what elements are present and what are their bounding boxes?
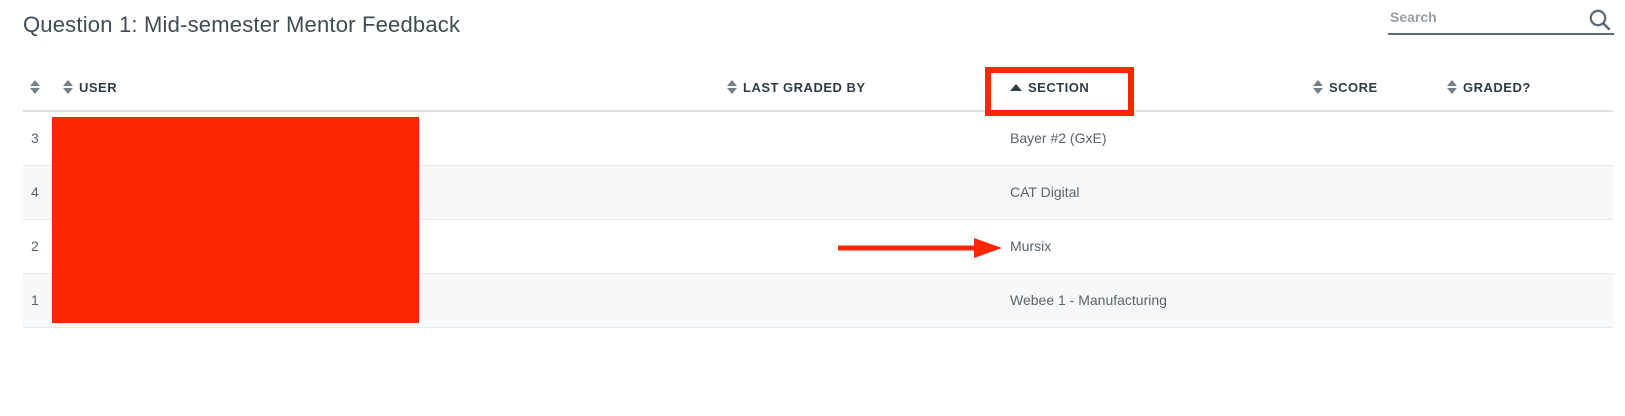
cell-graded	[1447, 273, 1613, 328]
cell-last-graded-by	[727, 111, 1010, 166]
column-label: SCORE	[1329, 79, 1378, 95]
page-title: Question 1: Mid-semester Mentor Feedback	[23, 12, 461, 37]
column-label: USER	[79, 79, 118, 95]
cell-score	[1313, 273, 1447, 328]
cell-graded	[1447, 165, 1613, 220]
redaction-overlay	[52, 117, 419, 323]
cell-score	[1313, 219, 1447, 274]
search-box	[1388, 5, 1614, 35]
annotation-arrow-icon	[838, 238, 1002, 258]
cell-last-graded-by	[727, 165, 1010, 220]
search-input[interactable]	[1388, 5, 1578, 31]
cell-score	[1313, 165, 1447, 220]
column-header-score[interactable]: SCORE	[1313, 64, 1447, 112]
cell-graded	[1447, 111, 1613, 166]
cell-section: CAT Digital	[1010, 165, 1313, 220]
column-label: LAST GRADED BY	[743, 79, 866, 95]
cell-section: Webee 1 - Manufacturing	[1010, 273, 1313, 328]
column-header-section[interactable]: SECTION	[1010, 64, 1313, 112]
column-header-last-graded-by[interactable]: LAST GRADED BY	[727, 64, 1010, 112]
column-header-graded[interactable]: GRADED?	[1447, 64, 1613, 112]
cell-graded	[1447, 219, 1613, 274]
sort-icon	[63, 80, 73, 94]
sort-ascending-icon	[1010, 83, 1022, 91]
sort-icon	[727, 80, 737, 94]
column-label: GRADED?	[1463, 79, 1531, 95]
table-header-row: USER LAST GRADED BY SECTION	[23, 64, 1613, 112]
search-icon[interactable]	[1588, 8, 1612, 32]
column-label: SECTION	[1028, 79, 1090, 95]
sort-icon	[1313, 80, 1323, 94]
sort-icon	[30, 80, 40, 94]
column-header-rank[interactable]	[23, 64, 63, 112]
cell-last-graded-by	[727, 273, 1010, 328]
cell-section: Bayer #2 (GxE)	[1010, 111, 1313, 166]
section-header-highlight-box	[985, 67, 1134, 116]
sort-icon	[1447, 80, 1457, 94]
cell-section: Mursix	[1010, 219, 1313, 274]
cell-score	[1313, 111, 1447, 166]
column-header-user[interactable]: USER	[63, 64, 727, 112]
